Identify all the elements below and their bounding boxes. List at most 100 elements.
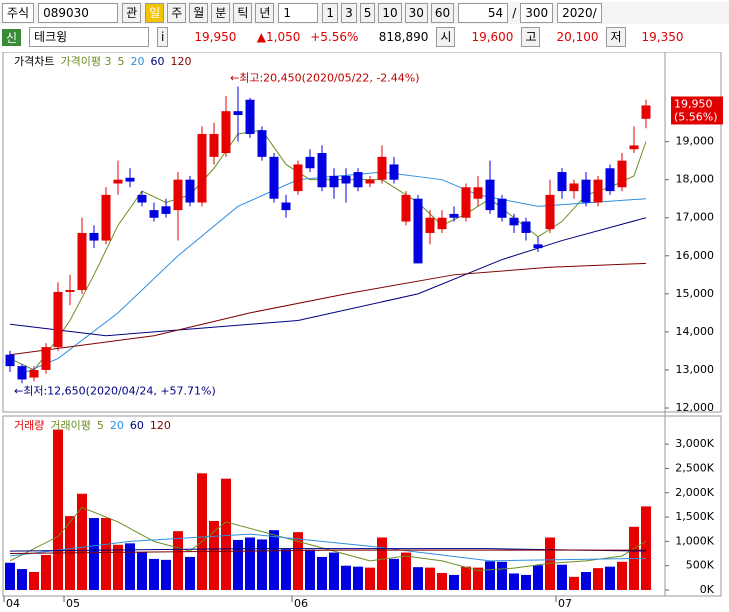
y-tick-label: 0K xyxy=(700,583,715,596)
volume-bar xyxy=(137,552,147,590)
volume-bar xyxy=(641,506,651,590)
total-input[interactable]: 300 xyxy=(520,3,554,23)
candle-body xyxy=(485,179,495,211)
candle-body xyxy=(521,221,531,233)
legend-item: 60 xyxy=(130,419,144,432)
x-tick-label: 06 xyxy=(294,597,308,610)
price-ma-line xyxy=(9,129,647,371)
volume-bar xyxy=(89,518,99,590)
volume-bar xyxy=(377,537,387,590)
x-tick-label: 07 xyxy=(558,597,572,610)
market-select[interactable]: 주식 xyxy=(2,3,35,23)
volume-bar xyxy=(521,574,531,590)
rate: +5.56% xyxy=(310,30,359,44)
candle-body xyxy=(497,198,507,218)
candle-body xyxy=(209,134,219,157)
volume-bar xyxy=(509,573,519,590)
legend-item: 5 xyxy=(97,419,104,432)
volume-bar xyxy=(221,478,231,590)
volume-bar xyxy=(41,554,51,590)
candle-body xyxy=(101,194,111,241)
candle-body xyxy=(413,198,423,264)
panel-frame xyxy=(2,415,722,597)
volume-bar xyxy=(53,429,63,590)
last-price-box xyxy=(671,96,723,125)
volume-ma-line xyxy=(9,533,647,562)
interval-select[interactable]: 1 xyxy=(278,3,319,23)
candle-body xyxy=(473,187,483,199)
x-tick-label: 05 xyxy=(66,597,80,610)
volume-bar xyxy=(305,549,315,590)
volume-bar xyxy=(497,561,507,590)
low: 19,350 xyxy=(641,30,684,44)
candle-body xyxy=(641,105,651,119)
candle-body xyxy=(113,179,123,184)
period-button[interactable]: 년 xyxy=(255,3,275,23)
candle-body xyxy=(29,369,39,378)
change: ▲1,050 xyxy=(256,30,301,44)
volume-bar xyxy=(401,552,411,590)
open: 19,600 xyxy=(471,30,514,44)
volume-bar xyxy=(425,567,435,590)
volume-bar xyxy=(581,572,591,590)
candle-body xyxy=(197,134,207,203)
minute-button[interactable]: 3 xyxy=(341,3,357,23)
volume-bar xyxy=(557,564,567,590)
period-button[interactable]: 일 xyxy=(145,3,165,23)
high-label: 고 xyxy=(521,27,541,47)
last-price-label: (5.56%) xyxy=(674,110,718,123)
count-input[interactable]: 54 xyxy=(458,3,509,23)
date-input[interactable]: 2020/ xyxy=(557,3,602,23)
minute-button[interactable]: 5 xyxy=(359,3,376,23)
volume-bar xyxy=(113,544,123,590)
code-input[interactable]: 089030 xyxy=(38,3,119,23)
volume: 818,890 xyxy=(378,30,429,44)
y-tick-label: 3,000K xyxy=(675,437,714,450)
button[interactable]: 관 xyxy=(122,3,142,23)
y-tick-label: 13,000 xyxy=(676,363,715,376)
candle-body xyxy=(5,354,15,367)
candle-body xyxy=(461,187,471,218)
info-button[interactable]: i xyxy=(157,27,169,47)
candle-body xyxy=(629,145,639,150)
minute-button[interactable]: 60 xyxy=(430,3,455,23)
volume-bar xyxy=(341,565,351,590)
high: 20,100 xyxy=(556,30,599,44)
panel-frame xyxy=(2,52,722,413)
volume-bar xyxy=(173,531,183,590)
volume-bar xyxy=(389,558,399,590)
candle-body xyxy=(137,194,147,203)
candle-body xyxy=(173,179,183,211)
volume-bar xyxy=(617,561,627,590)
minute-button[interactable]: 1 xyxy=(322,3,339,23)
period-button[interactable]: 주 xyxy=(167,3,187,23)
candle-body xyxy=(125,177,135,182)
candle-body xyxy=(161,206,171,214)
candle-body xyxy=(437,217,447,230)
candle-body xyxy=(245,99,255,135)
candle-body xyxy=(449,213,459,218)
quote-bar: 신 테크윙 i 19,950 ▲1,050 +5.56% 818,890 시 1… xyxy=(0,26,729,48)
y-tick-label: 16,000 xyxy=(676,249,715,262)
volume-bar xyxy=(161,559,171,590)
volume-bar xyxy=(605,566,615,590)
candle-body xyxy=(89,232,99,241)
candle-body xyxy=(593,179,603,203)
legend-item: 20 xyxy=(110,419,124,432)
minute-button[interactable]: 10 xyxy=(378,3,402,23)
legend-item: 20 xyxy=(130,55,144,68)
period-button[interactable]: 분 xyxy=(211,3,231,23)
period-button[interactable]: 월 xyxy=(189,3,209,23)
legend-item: 5 xyxy=(117,55,124,68)
volume-bar xyxy=(17,569,27,590)
candle-body xyxy=(281,202,291,211)
candle-body xyxy=(617,160,627,188)
period-button[interactable]: 틱 xyxy=(233,3,253,23)
legend-item: 가격이평 3 xyxy=(60,55,111,68)
volume-bar xyxy=(593,568,603,590)
volume-bar xyxy=(257,539,267,590)
minute-button[interactable]: 30 xyxy=(404,3,428,23)
volume-bar xyxy=(233,539,243,590)
